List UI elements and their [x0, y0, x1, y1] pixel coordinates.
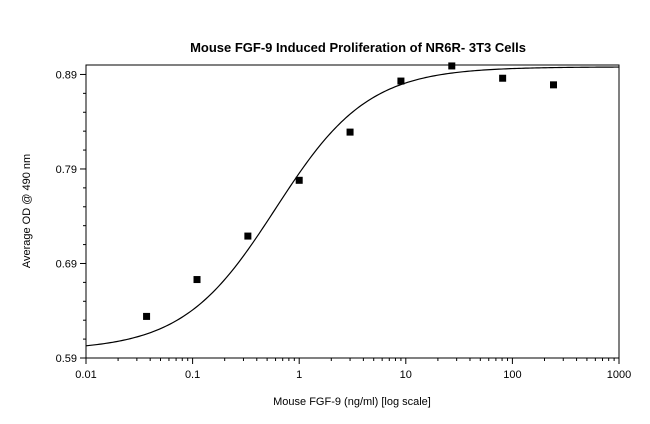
x-tick-label: 0.1: [185, 369, 200, 381]
data-point: [499, 74, 507, 82]
x-tick-label: 100: [503, 369, 521, 381]
data-points: [143, 62, 558, 320]
data-point: [448, 62, 456, 70]
fit-curve-layer: [85, 66, 620, 347]
x-tick-label: 1: [296, 369, 302, 381]
data-point: [346, 128, 354, 136]
fit-curve-line: [85, 66, 620, 347]
y-tick-label: 0.79: [56, 164, 77, 176]
y-tick-label: 0.59: [56, 353, 77, 365]
data-point: [244, 232, 252, 240]
axis-ticks: 0.01 0.1 1 10 100 1000 0.59 0.69 0.79 0.89: [56, 69, 632, 381]
x-tick-label: 10: [400, 369, 412, 381]
plot-area-frame: [85, 64, 620, 359]
y-axis-label: Average OD @ 490 nm: [21, 154, 33, 268]
x-axis-label: Mouse FGF-9 (ng/ml) [log scale]: [273, 396, 431, 408]
y-tick-label: 0.69: [56, 258, 77, 270]
chart-title: Mouse FGF-9 Induced Proliferation of NR6…: [190, 40, 526, 55]
x-tick-label: 0.01: [75, 369, 96, 381]
data-point: [193, 276, 201, 284]
x-tick-label: 1000: [607, 369, 631, 381]
y-tick-label: 0.89: [56, 69, 77, 81]
data-point: [143, 312, 151, 320]
data-point: [295, 176, 303, 184]
data-point: [550, 81, 558, 89]
data-point: [397, 77, 405, 85]
